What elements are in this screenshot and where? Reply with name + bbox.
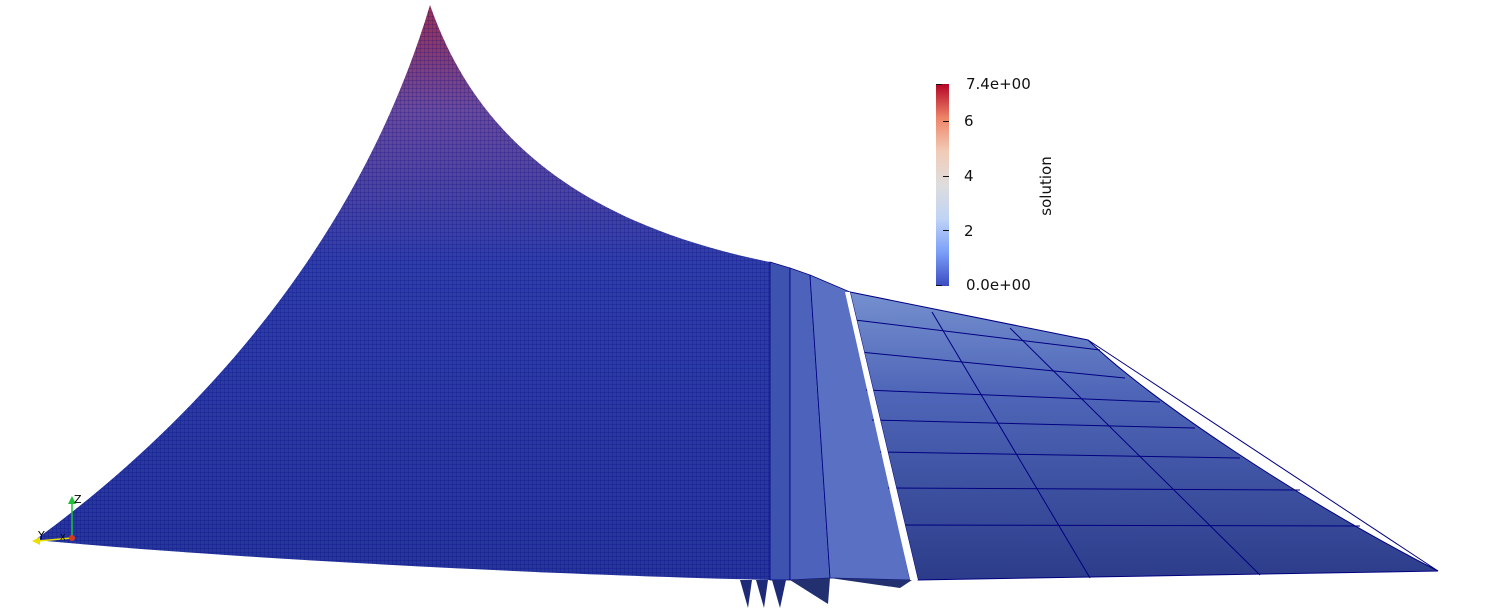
orientation-axes	[32, 496, 76, 545]
colorbar-tick	[943, 176, 949, 177]
colorbar-min-label: 0.0e+00	[966, 276, 1031, 294]
colorbar-tick-label: 2	[964, 222, 974, 240]
axis-x-label: X	[60, 533, 66, 542]
colorbar-tick-min	[936, 285, 942, 286]
coarse-mesh-region	[849, 291, 1439, 581]
colorbar-max-label: 7.4e+00	[966, 75, 1031, 93]
axis-z-label: Z	[74, 493, 82, 506]
colorbar-tick	[943, 230, 949, 231]
transition-cells	[740, 261, 912, 608]
axis-y-label: Y	[38, 529, 45, 542]
colorbar-tick	[943, 121, 949, 122]
colorbar-tick-max	[936, 84, 942, 85]
coarse-grid-lines	[854, 311, 1439, 579]
colorbar-tick-label: 6	[964, 112, 974, 130]
colorbar-title: solution	[1037, 156, 1055, 216]
colorbar[interactable]	[936, 84, 949, 286]
colorbar-tick-label: 4	[964, 167, 974, 185]
